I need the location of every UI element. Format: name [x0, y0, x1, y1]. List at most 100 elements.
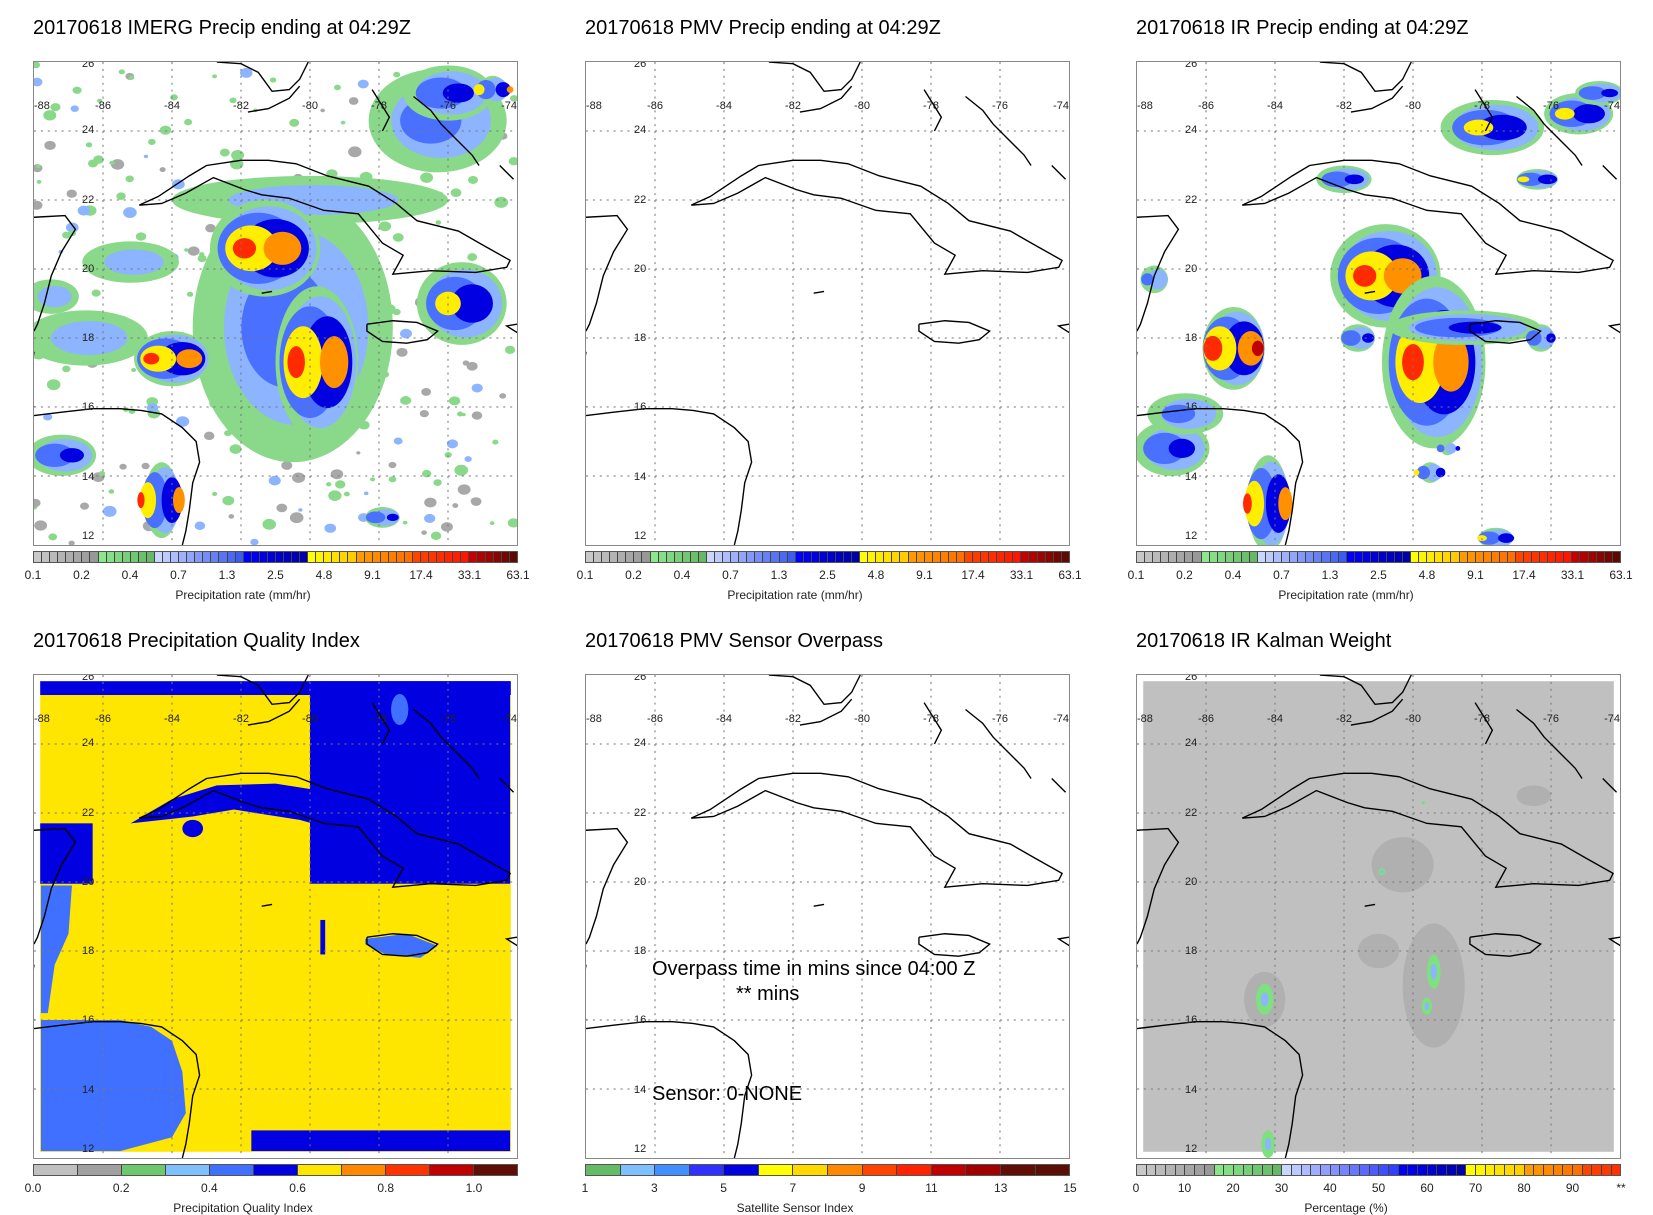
colorbar-cell	[1524, 552, 1533, 562]
colorbar-cell	[658, 552, 667, 562]
precip-speckle	[281, 461, 293, 470]
latitude-label: 12	[634, 1143, 647, 1155]
latitude-label: 24	[82, 737, 95, 750]
graticule	[34, 62, 517, 545]
colorbar-cell	[1292, 1165, 1302, 1175]
colorbar	[1136, 1164, 1621, 1176]
coastline-florida	[216, 62, 309, 93]
coastline-caymans	[261, 903, 273, 907]
longitude-label: -74	[1053, 713, 1069, 725]
precip-contour	[451, 284, 493, 323]
colorbar-cell	[1272, 1165, 1283, 1175]
colorbar-tick-label: 63.1	[1058, 568, 1082, 582]
map-imerg: -88 -86 -84 -82 -80 -78 -76 -74 26 24 22 20 18 16 14 12	[33, 61, 518, 546]
colorbar-cell	[501, 552, 510, 562]
colorbar-title: Precipitation Quality Index	[173, 1201, 313, 1215]
precip-speckle	[457, 484, 471, 495]
longitude-label: -88	[1137, 713, 1153, 725]
colorbar-cell	[130, 552, 139, 562]
colorbar-cell	[1427, 1165, 1438, 1175]
colorbar-cell	[1029, 552, 1038, 562]
precip-speckle	[85, 142, 93, 148]
precip-speckle	[184, 118, 193, 126]
precip-contour	[1554, 107, 1575, 120]
colorbar-cell	[723, 552, 732, 562]
precip-field	[34, 65, 514, 539]
precip-speckle	[276, 503, 288, 513]
colorbar-cell	[396, 552, 405, 562]
precip-speckle	[340, 120, 346, 125]
colorbar-cell	[1370, 552, 1379, 562]
coastline-jamaica	[918, 933, 991, 957]
colorbar-cell	[1582, 1165, 1593, 1175]
coastline-caymans	[1364, 290, 1376, 294]
precip-speckle	[148, 138, 156, 146]
precip-speckle	[228, 514, 235, 519]
longitude-label: -86	[1198, 100, 1214, 112]
latitude-label: 22	[634, 193, 647, 206]
colorbar-cell	[1257, 552, 1266, 562]
colorbar-cell	[469, 552, 478, 562]
colorbar-cell	[58, 552, 67, 562]
colorbar-cell	[1185, 1165, 1196, 1175]
colorbar-cell	[477, 552, 486, 562]
precip-contour	[1433, 332, 1469, 392]
colorbar-tick-label: 33.1	[1560, 568, 1585, 582]
longitude-label: -78	[1474, 100, 1490, 112]
coastline-bahamas3	[1051, 778, 1067, 793]
precip-speckle	[446, 439, 459, 449]
colorbar-cell	[1491, 552, 1500, 562]
latitude-label: 12	[634, 530, 647, 542]
longitude-label: -76	[440, 100, 456, 112]
colorbar-tick-label: 0.2	[1176, 568, 1193, 582]
colorbar-cell	[981, 552, 990, 562]
precip-contour	[176, 349, 203, 369]
longitude-label: -84	[716, 100, 732, 112]
colorbar-cell	[1435, 552, 1444, 562]
colorbar-cell	[1395, 552, 1404, 562]
colorbar-cell	[1145, 552, 1154, 562]
colorbar-cell	[731, 552, 740, 562]
colorbar-title: Percentage (%)	[1304, 1201, 1388, 1215]
colorbar-tick-label: 0.1	[24, 568, 42, 582]
precip-speckle	[43, 413, 53, 421]
latitude-label: 22	[634, 806, 647, 819]
colorbar-cell	[412, 552, 421, 562]
colorbar-cell	[1447, 1165, 1457, 1175]
coastline-keys	[1350, 698, 1404, 726]
map-pmv: -88 -86 -84 -82 -80 -78 -76 -74 26 24 22 20 18 16 14 12	[585, 61, 1070, 546]
latitude-label: 14	[1185, 1083, 1198, 1096]
colorbar-cell	[461, 552, 470, 562]
coastline-bahamas3	[499, 778, 515, 793]
coastline-jamaica	[918, 320, 991, 344]
precip-contour	[1141, 273, 1154, 286]
coastline-florida	[1319, 675, 1412, 706]
colorbar-cell	[655, 1165, 690, 1175]
kalman-smudge	[1516, 785, 1551, 807]
colorbar-cell	[1467, 552, 1476, 562]
longitude-label: -76	[1543, 100, 1559, 112]
longitude-label: -74	[1604, 713, 1620, 725]
longitude-label: -88	[34, 713, 50, 725]
colorbar-cell	[259, 552, 268, 562]
colorbar	[1136, 551, 1621, 563]
colorbar-cell	[1137, 552, 1146, 562]
colorbar-cell	[674, 552, 683, 562]
colorbar-cell	[1592, 1165, 1602, 1175]
colorbar-cell	[1564, 552, 1573, 562]
coastline-yucatan	[34, 827, 77, 945]
precip-speckle	[292, 472, 306, 483]
colorbar-cell	[948, 552, 957, 562]
precip-contour	[1436, 444, 1445, 453]
colorbar-tick-label: 30	[1274, 1181, 1289, 1195]
longitude-label: -76	[440, 713, 456, 725]
longitude-label: -78	[371, 713, 387, 725]
precip-speckle	[419, 410, 429, 418]
colorbar-cell	[187, 552, 196, 562]
coastline-florida	[1319, 62, 1412, 93]
colorbar-cell	[666, 552, 675, 562]
precip-speckle	[467, 253, 478, 262]
coastline-honduras	[586, 1021, 753, 1158]
colorbar-cell	[1398, 1165, 1409, 1175]
colorbar	[585, 551, 1070, 563]
